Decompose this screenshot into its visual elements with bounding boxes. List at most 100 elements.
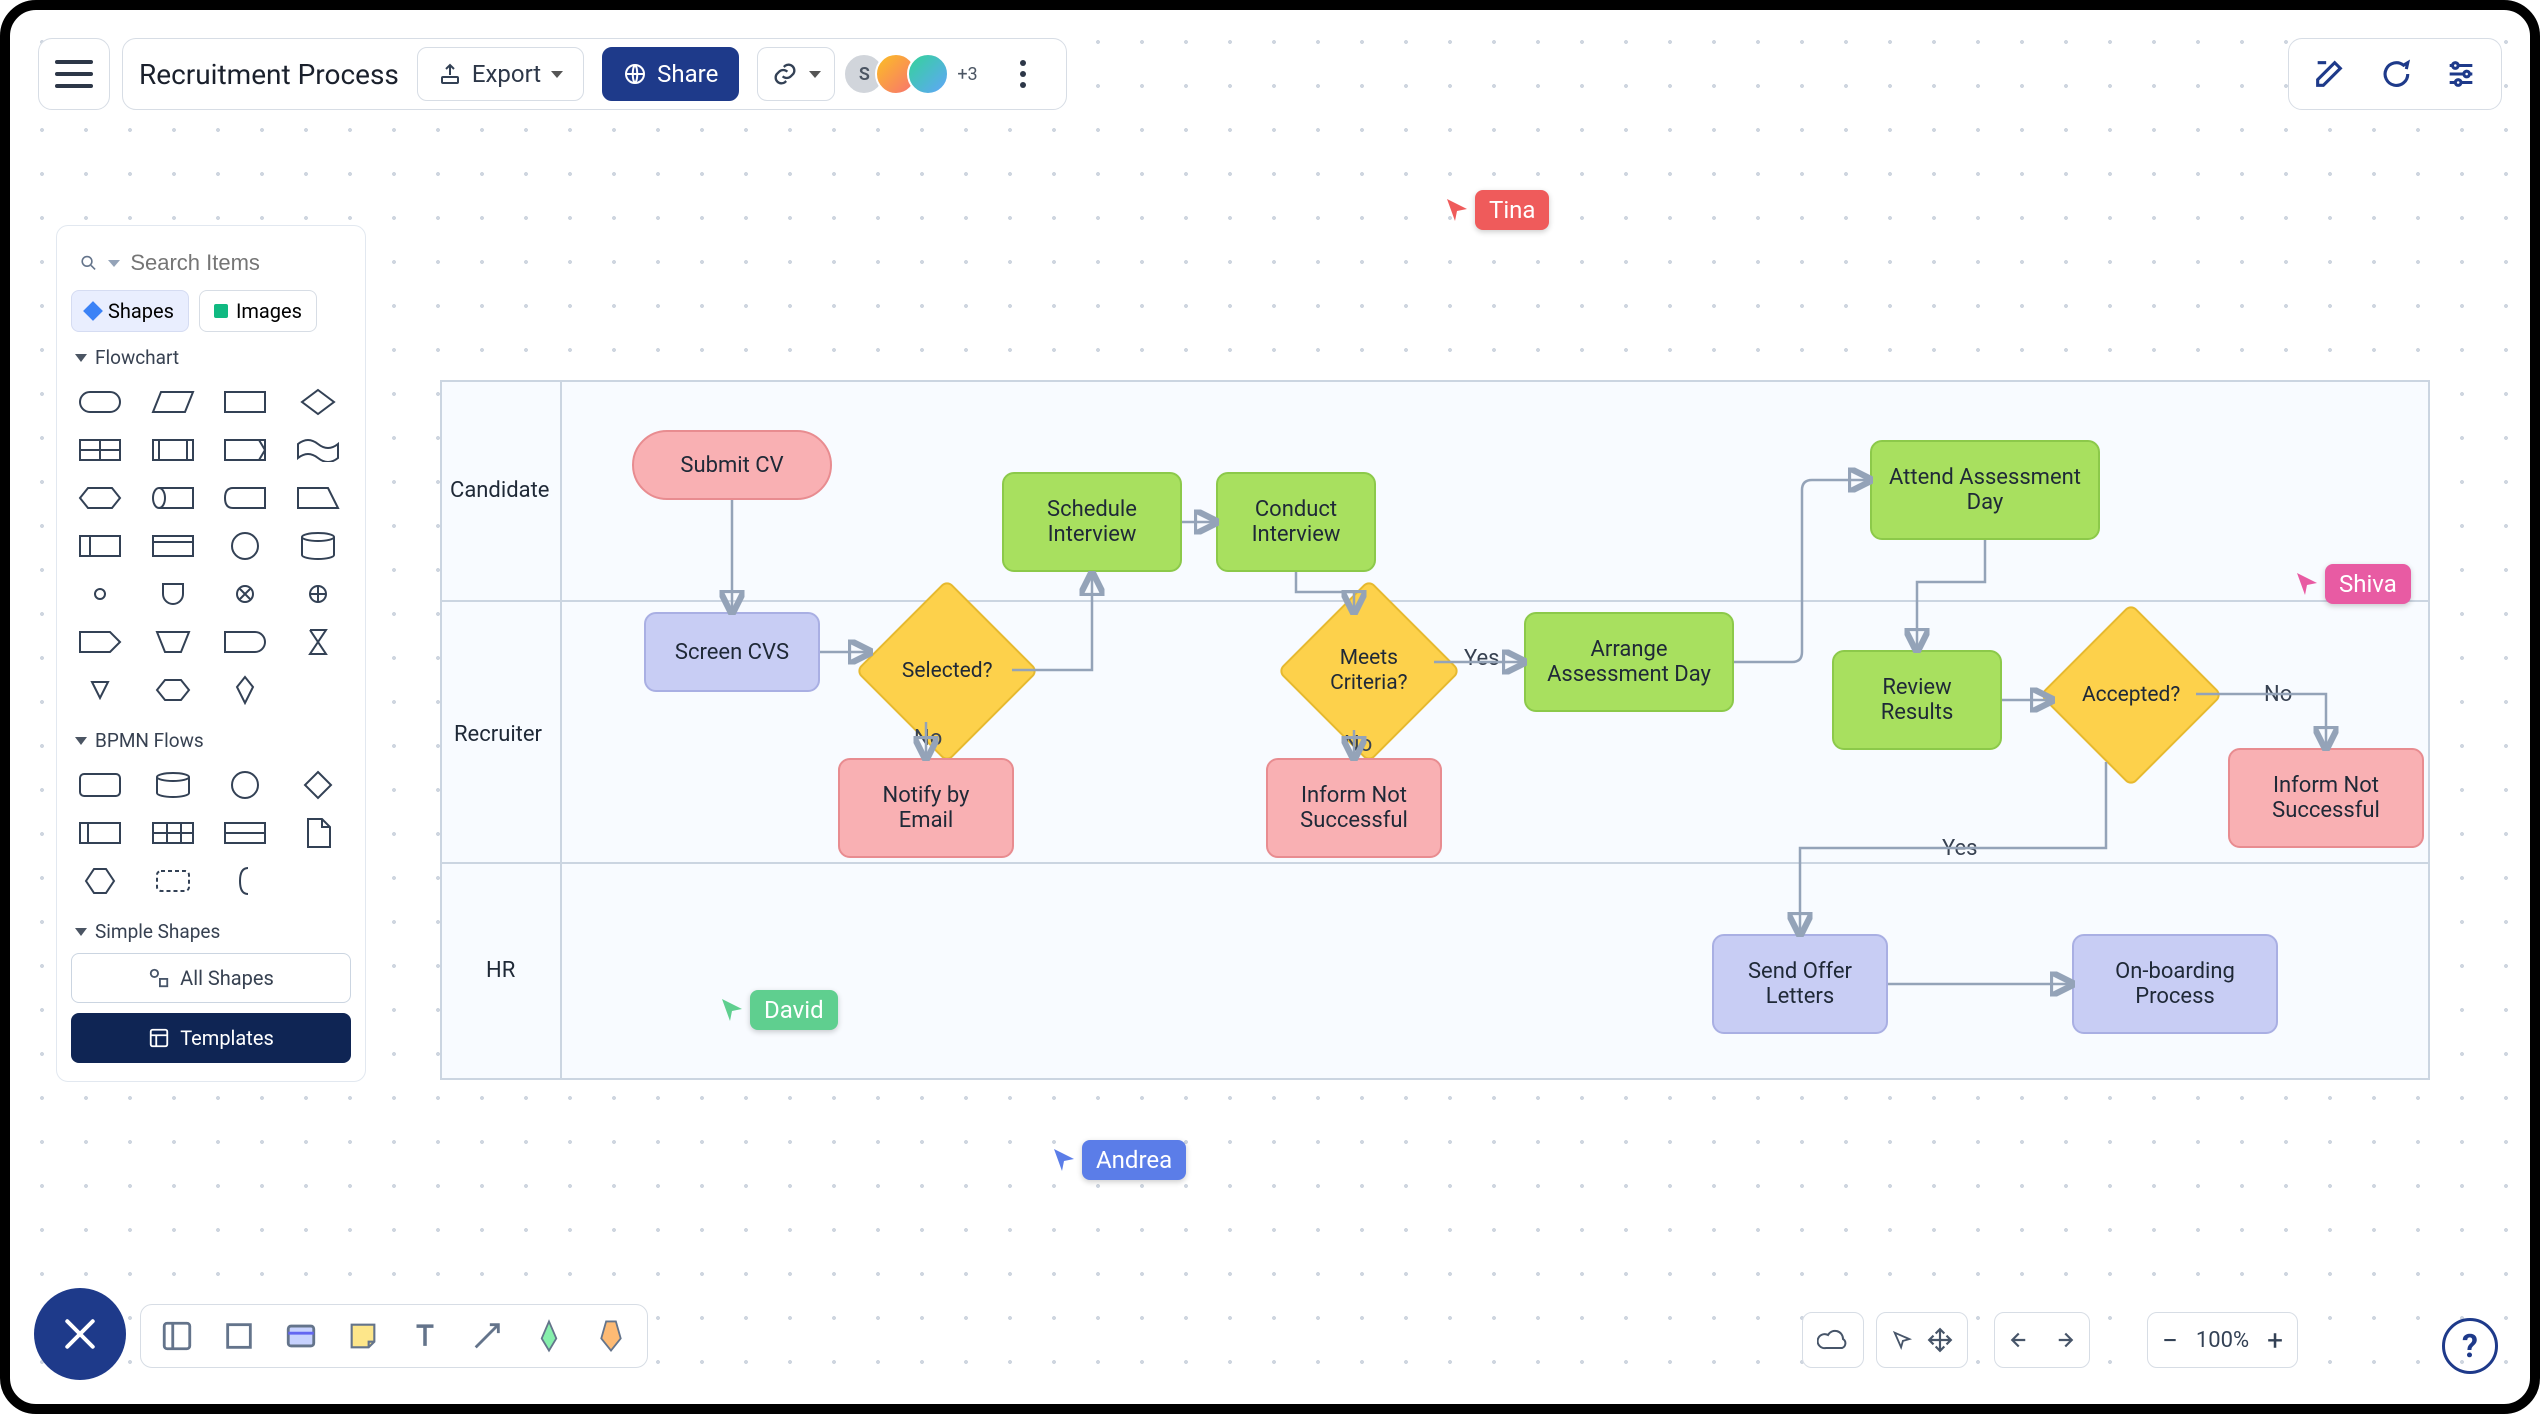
node-notify-email[interactable]: Notify by Email	[838, 758, 1014, 858]
tool-pen[interactable]	[527, 1314, 571, 1358]
tool-highlighter[interactable]	[589, 1314, 633, 1358]
shape-trap[interactable]	[295, 481, 341, 515]
shape-parallelogram[interactable]	[150, 385, 196, 419]
shape-rect[interactable]	[222, 385, 268, 419]
shape-db-side[interactable]	[150, 481, 196, 515]
zoom-control[interactable]: − 100% +	[2147, 1312, 2298, 1368]
shape-tag[interactable]	[77, 625, 123, 659]
shape-cylinder[interactable]	[295, 529, 341, 563]
section-bpmn[interactable]: BPMN Flows	[75, 729, 347, 752]
node-accepted[interactable]: Accepted?	[2039, 603, 2223, 787]
comments-button[interactable]	[2375, 54, 2415, 94]
shape-hourglass[interactable]	[295, 625, 341, 659]
label-yes1: Yes	[1464, 646, 1500, 671]
shape-half-round[interactable]	[222, 625, 268, 659]
section-simple[interactable]: Simple Shapes	[75, 920, 347, 943]
menu-button[interactable]	[38, 38, 110, 110]
shape-hexagon[interactable]	[150, 673, 196, 707]
tool-text[interactable]	[403, 1314, 447, 1358]
edit-button[interactable]	[2309, 54, 2349, 94]
node-review-results[interactable]: Review Results	[1832, 650, 2002, 750]
shape-shield[interactable]	[150, 577, 196, 611]
shape-kite[interactable]	[222, 673, 268, 707]
shape-terminator[interactable]	[77, 385, 123, 419]
tool-card[interactable]	[279, 1314, 323, 1358]
link-button[interactable]	[757, 47, 835, 101]
shape-annotation[interactable]	[150, 864, 196, 898]
tool-layout[interactable]	[155, 1314, 199, 1358]
lane-recruiter[interactable]: Recruiter	[454, 722, 542, 747]
node-selected[interactable]: Selected?	[855, 579, 1039, 763]
node-not-successful-1[interactable]: Inform Not Successful	[1266, 758, 1442, 858]
tab-images[interactable]: Images	[199, 290, 317, 332]
shape-pool-h[interactable]	[77, 816, 123, 850]
pointer-move[interactable]	[1876, 1312, 1968, 1368]
shape-flag[interactable]	[222, 433, 268, 467]
shape-circle[interactable]	[222, 529, 268, 563]
tool-rect[interactable]	[217, 1314, 261, 1358]
shape-plus-circle[interactable]	[295, 577, 341, 611]
close-fab[interactable]	[34, 1288, 126, 1380]
shape-data-store[interactable]	[150, 768, 196, 802]
templates-button[interactable]: Templates	[71, 1013, 351, 1063]
help-button[interactable]: ?	[2442, 1318, 2498, 1374]
shape-predefined[interactable]	[150, 433, 196, 467]
chevron-down-icon[interactable]	[108, 260, 120, 267]
zoom-out[interactable]: −	[2162, 1324, 2178, 1357]
shape-lane-grid[interactable]	[150, 816, 196, 850]
cloud-sync[interactable]	[1802, 1312, 1864, 1368]
shape-hex2[interactable]	[77, 864, 123, 898]
shape-gateway[interactable]	[295, 768, 341, 802]
shape-task[interactable]	[77, 768, 123, 802]
collaborator-avatars[interactable]: S +3	[853, 53, 977, 95]
node-screen-cvs[interactable]: Screen CVS	[644, 612, 820, 692]
shape-curve-left[interactable]	[222, 481, 268, 515]
tab-shapes[interactable]: Shapes	[71, 290, 189, 332]
settings-button[interactable]	[2441, 54, 2481, 94]
shape-hex[interactable]	[77, 481, 123, 515]
node-conduct-interview[interactable]: Conduct Interview	[1216, 472, 1376, 572]
avatar[interactable]	[907, 53, 949, 95]
top-right-toolbar	[2288, 38, 2502, 110]
shape-table[interactable]	[77, 433, 123, 467]
node-onboarding[interactable]: On-boarding Process	[2072, 934, 2278, 1034]
shape-trap-down[interactable]	[150, 625, 196, 659]
avatar-more[interactable]: +3	[957, 64, 977, 85]
node-submit-cv[interactable]: Submit CV	[632, 430, 832, 500]
shape-event[interactable]	[222, 768, 268, 802]
shape-top-rect[interactable]	[150, 529, 196, 563]
diamond-icon	[83, 301, 103, 321]
swimlane-diagram[interactable]: Candidate Recruiter HR Submit CV Screen …	[440, 380, 2430, 1080]
node-not-successful-2[interactable]: Inform Not Successful	[2228, 748, 2424, 848]
section-flowchart[interactable]: Flowchart	[75, 346, 347, 369]
export-button[interactable]: Export	[417, 47, 584, 101]
all-shapes-button[interactable]: All Shapes	[71, 953, 351, 1003]
shape-x-circle[interactable]	[222, 577, 268, 611]
document-title[interactable]: Recruitment Process	[139, 58, 399, 91]
lane-candidate[interactable]: Candidate	[450, 478, 549, 503]
tool-arrow[interactable]	[465, 1314, 509, 1358]
tool-sticky[interactable]	[341, 1314, 385, 1358]
chevron-down-icon	[551, 71, 563, 78]
shape-wave[interactable]	[295, 433, 341, 467]
lane-hr[interactable]: HR	[486, 958, 515, 983]
node-attend-assessment[interactable]: Attend Assessment Day	[1870, 440, 2100, 540]
more-menu[interactable]	[996, 47, 1050, 101]
undo-redo[interactable]	[1994, 1312, 2090, 1368]
link-icon	[771, 60, 799, 88]
triangle-down-icon	[75, 928, 87, 936]
node-send-offer[interactable]: Send Offer Letters	[1712, 934, 1888, 1034]
search-input[interactable]	[130, 250, 343, 276]
shape-bracket[interactable]	[222, 864, 268, 898]
node-schedule-interview[interactable]: Schedule Interview	[1002, 472, 1182, 572]
shape-dot[interactable]	[77, 577, 123, 611]
share-button[interactable]: Share	[602, 47, 739, 101]
zoom-in[interactable]: +	[2267, 1324, 2283, 1357]
shape-diamond[interactable]	[295, 385, 341, 419]
shape-lane[interactable]	[222, 816, 268, 850]
node-arrange-assessment[interactable]: Arrange Assessment Day	[1524, 612, 1734, 712]
shape-tri-down[interactable]	[77, 673, 123, 707]
shape-side-rect[interactable]	[77, 529, 123, 563]
label-no2: No	[1344, 732, 1372, 757]
shape-doc[interactable]	[295, 816, 341, 850]
